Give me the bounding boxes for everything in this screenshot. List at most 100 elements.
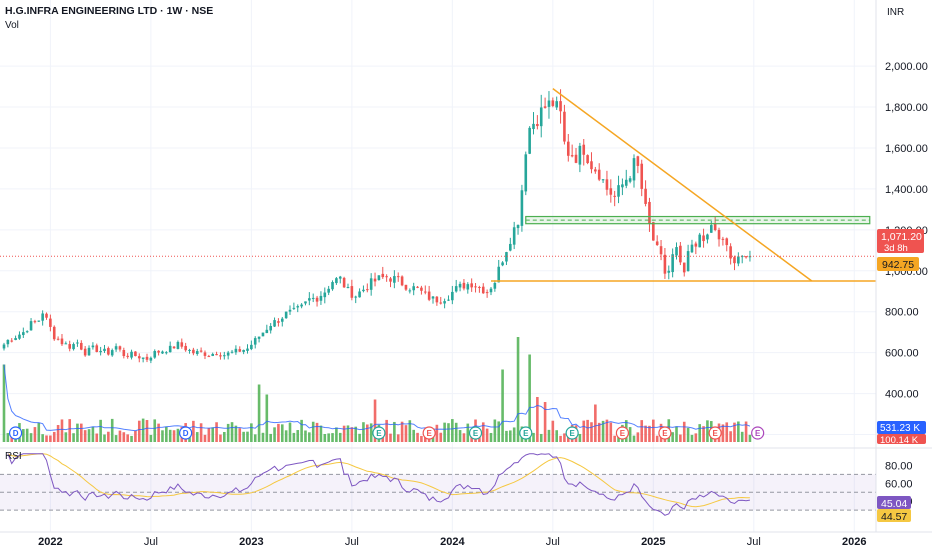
candle-body (296, 306, 300, 308)
candle-body (10, 340, 14, 342)
date-tick-label: 2025 (641, 536, 665, 548)
candle-body (118, 346, 122, 350)
candle-body (203, 352, 207, 356)
candle-body (37, 320, 41, 322)
candle-body (280, 318, 284, 322)
candle-body (319, 295, 323, 301)
volume-bar (207, 428, 211, 442)
volume-bar (416, 432, 419, 442)
volume-bar (134, 430, 137, 442)
volume-bar (22, 429, 25, 442)
volume-bar (686, 427, 690, 442)
volume-bar (744, 421, 748, 442)
candle-body (652, 222, 655, 241)
volume-bar (168, 429, 172, 442)
volume-bar (300, 419, 303, 442)
volume-bar (632, 435, 636, 442)
volume-bar (153, 419, 157, 442)
candle-body (192, 349, 195, 354)
candle-body (570, 155, 574, 157)
volume-bar (737, 421, 740, 442)
volume-bar (25, 428, 29, 442)
candle-body (605, 179, 609, 190)
candle-body (52, 326, 56, 340)
volume-bar (165, 426, 168, 442)
price-tick-label: 400.00 (885, 389, 919, 401)
candle-body (667, 270, 671, 273)
volume-bar (636, 432, 640, 442)
candle-body (145, 356, 149, 360)
candle-body (226, 352, 230, 356)
volume-bar (400, 421, 404, 442)
candle-body (412, 286, 415, 291)
volume-bar (114, 435, 118, 442)
date-tick-label: 2022 (38, 536, 62, 548)
candle-body (431, 296, 435, 299)
volume-bar (265, 394, 269, 442)
event-marker-letter: E (376, 429, 382, 438)
candle-body (485, 292, 489, 294)
candle-body (717, 229, 721, 240)
currency-label: INR (887, 7, 904, 18)
rsi-value-tag: 45.04 (877, 496, 911, 510)
volume-ma-tag: 531.23 K (877, 421, 926, 434)
candle-body (377, 275, 381, 281)
drawings[interactable] (0, 87, 876, 282)
candle-body (547, 100, 551, 107)
rsi-line (7, 453, 750, 516)
rsi-pane (0, 453, 876, 516)
volume-bar (609, 422, 613, 442)
candle-body (435, 296, 439, 303)
volume-bar (60, 419, 64, 442)
volume-bar (277, 423, 280, 442)
candle-body (369, 278, 373, 290)
candle-body (230, 351, 234, 353)
volume-bar (246, 431, 249, 442)
candle-body (427, 291, 431, 300)
candle-body (551, 100, 555, 106)
event-marker-circle (8, 426, 23, 440)
event-marker: E (751, 426, 765, 440)
volume-bar (389, 433, 392, 442)
volume-bar (725, 422, 729, 442)
candle-body (725, 238, 729, 246)
date-tick-label: Jul (747, 536, 761, 548)
volume-bar (72, 433, 75, 442)
candle-body (682, 262, 686, 273)
rsi-value: 45.04 (881, 498, 907, 510)
price-tick-label: 1,600.00 (885, 143, 928, 155)
candle-body (33, 321, 37, 323)
event-marker: E (565, 426, 579, 440)
candle-body (107, 348, 110, 355)
candle-body (126, 355, 129, 357)
volume-bar (512, 427, 516, 442)
volume-bar (269, 433, 272, 442)
candle-body (644, 188, 647, 204)
rsi-ma-tag: 44.57 (877, 509, 911, 523)
volume-bar (223, 431, 226, 442)
volume-bar (393, 421, 396, 442)
volume-bar (335, 427, 338, 442)
candle-body (686, 251, 690, 272)
candlesticks[interactable] (2, 89, 752, 364)
event-marker: E (615, 426, 630, 440)
event-marker-letter: E (712, 429, 718, 438)
volume-bar (431, 434, 435, 442)
candle-body (671, 254, 674, 273)
volume-bar (652, 419, 655, 442)
candle-body (632, 158, 636, 181)
event-marker-letter: E (662, 429, 668, 438)
candle-body (709, 225, 713, 233)
candle-body (87, 347, 91, 356)
volume-bar (2, 364, 6, 442)
volume-bar (539, 433, 543, 442)
volume-bar (451, 419, 454, 442)
candle-body (358, 291, 361, 298)
volume-bar (346, 425, 350, 442)
rsi-tick-label: 80.00 (885, 460, 913, 472)
candle-body (168, 345, 172, 353)
volume-bar (52, 431, 56, 442)
volume-bar (532, 432, 535, 442)
